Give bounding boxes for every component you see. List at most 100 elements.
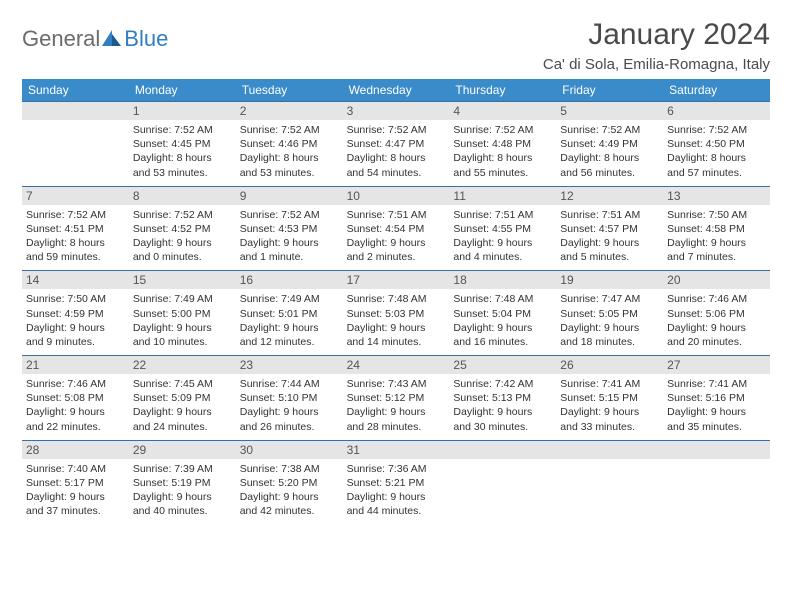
day-cell: 3Sunrise: 7:52 AMSunset: 4:47 PMDaylight… — [343, 101, 450, 186]
empty-day-cell — [22, 101, 129, 186]
empty-day-cell — [663, 440, 770, 525]
day-cell: 23 Sunrise: 7:44 AMSunset: 5:10 PMDayligh… — [236, 355, 343, 440]
title-block: January 2024 Ca' di Sola, Emilia-Romagna… — [543, 18, 770, 73]
day-info: Sunrise: 7:52 AMSunset: 4:53 PMDaylight:… — [240, 208, 339, 265]
day-number: 29 — [129, 441, 236, 459]
day-info: Sunrise: 7:41 AMSunset: 5:16 PMDaylight:… — [667, 377, 766, 434]
day-number: 6 — [663, 102, 770, 120]
day-number: 4 — [449, 102, 556, 120]
day-info: Sunrise: 7:52 AMSunset: 4:47 PMDaylight:… — [347, 123, 446, 180]
day-number: 5 — [556, 102, 663, 120]
day-cell: 29 Sunrise: 7:39 AMSunset: 5:19 PMDayligh… — [129, 440, 236, 525]
day-number: 12 — [556, 187, 663, 205]
day-cell: 16Sunrise: 7:49 AMSunset: 5:01 PMDayligh… — [236, 270, 343, 355]
day-number: 24 — [343, 356, 450, 374]
day-cell: 7Sunrise: 7:52 AMSunset: 4:51 PMDaylight… — [22, 186, 129, 271]
day-info: Sunrise: 7:50 AMSunset: 4:59 PMDaylight:… — [26, 292, 125, 349]
calendar-grid: SundayMondayTuesdayWednesdayThursdayFrid… — [22, 79, 770, 524]
day-header: Wednesday — [343, 79, 450, 101]
day-cell: 28 Sunrise: 7:40 AMSunset: 5:17 PMDayligh… — [22, 440, 129, 525]
day-cell: 26 Sunrise: 7:41 AMSunset: 5:15 PMDayligh… — [556, 355, 663, 440]
day-info: Sunrise: 7:52 AMSunset: 4:50 PMDaylight:… — [667, 123, 766, 180]
day-info: Sunrise: 7:51 AMSunset: 4:54 PMDaylight:… — [347, 208, 446, 265]
day-header: Saturday — [663, 79, 770, 101]
day-cell: 1 Sunrise: 7:52 AMSunset: 4:45 PMDaylight… — [129, 101, 236, 186]
day-cell: 20Sunrise: 7:46 AMSunset: 5:06 PMDayligh… — [663, 270, 770, 355]
day-info: Sunrise: 7:52 AMSunset: 4:48 PMDaylight:… — [453, 123, 552, 180]
day-number: 8 — [129, 187, 236, 205]
day-header: Monday — [129, 79, 236, 101]
day-number: 31 — [343, 441, 450, 459]
day-number: 2 — [236, 102, 343, 120]
day-header: Tuesday — [236, 79, 343, 101]
day-cell: 14 Sunrise: 7:50 AMSunset: 4:59 PMDayligh… — [22, 270, 129, 355]
day-number: 14 — [22, 271, 129, 289]
day-cell: 25 Sunrise: 7:42 AMSunset: 5:13 PMDayligh… — [449, 355, 556, 440]
day-cell: 8Sunrise: 7:52 AMSunset: 4:52 PMDaylight… — [129, 186, 236, 271]
day-number: 16 — [236, 271, 343, 289]
day-number: 11 — [449, 187, 556, 205]
day-cell: 31 Sunrise: 7:36 AMSunset: 5:21 PMDayligh… — [343, 440, 450, 525]
day-header: Friday — [556, 79, 663, 101]
empty-day-cell — [449, 440, 556, 525]
day-cell: 24 Sunrise: 7:43 AMSunset: 5:12 PMDayligh… — [343, 355, 450, 440]
day-number: 18 — [449, 271, 556, 289]
day-cell: 11 Sunrise: 7:51 AMSunset: 4:55 PMDayligh… — [449, 186, 556, 271]
day-info: Sunrise: 7:46 AMSunset: 5:08 PMDaylight:… — [26, 377, 125, 434]
day-number: 1 — [129, 102, 236, 120]
logo-text-blue: Blue — [124, 26, 168, 52]
day-info: Sunrise: 7:36 AMSunset: 5:21 PMDaylight:… — [347, 462, 446, 519]
day-cell: 2 Sunrise: 7:52 AMSunset: 4:46 PMDaylight… — [236, 101, 343, 186]
day-number: 23 — [236, 356, 343, 374]
day-cell: 21 Sunrise: 7:46 AMSunset: 5:08 PMDayligh… — [22, 355, 129, 440]
day-info: Sunrise: 7:48 AMSunset: 5:03 PMDaylight:… — [347, 292, 446, 349]
month-title: January 2024 — [543, 18, 770, 52]
day-cell: 10Sunrise: 7:51 AMSunset: 4:54 PMDayligh… — [343, 186, 450, 271]
day-header: Sunday — [22, 79, 129, 101]
day-number: 15 — [129, 271, 236, 289]
day-info: Sunrise: 7:48 AMSunset: 5:04 PMDaylight:… — [453, 292, 552, 349]
day-cell: 4 Sunrise: 7:52 AMSunset: 4:48 PMDaylight… — [449, 101, 556, 186]
day-cell: 15 Sunrise: 7:49 AMSunset: 5:00 PMDayligh… — [129, 270, 236, 355]
day-cell: 18 Sunrise: 7:48 AMSunset: 5:04 PMDayligh… — [449, 270, 556, 355]
day-cell: 17Sunrise: 7:48 AMSunset: 5:03 PMDayligh… — [343, 270, 450, 355]
day-info: Sunrise: 7:51 AMSunset: 4:55 PMDaylight:… — [453, 208, 552, 265]
day-info: Sunrise: 7:49 AMSunset: 5:00 PMDaylight:… — [133, 292, 232, 349]
day-number: 22 — [129, 356, 236, 374]
day-info: Sunrise: 7:52 AMSunset: 4:46 PMDaylight:… — [240, 123, 339, 180]
day-cell: 30 Sunrise: 7:38 AMSunset: 5:20 PMDayligh… — [236, 440, 343, 525]
day-number: 30 — [236, 441, 343, 459]
day-info: Sunrise: 7:50 AMSunset: 4:58 PMDaylight:… — [667, 208, 766, 265]
logo-triangle-icon — [102, 30, 122, 48]
day-number: 9 — [236, 187, 343, 205]
day-info: Sunrise: 7:43 AMSunset: 5:12 PMDaylight:… — [347, 377, 446, 434]
day-number: 20 — [663, 271, 770, 289]
day-cell: 19 Sunrise: 7:47 AMSunset: 5:05 PMDayligh… — [556, 270, 663, 355]
day-info: Sunrise: 7:41 AMSunset: 5:15 PMDaylight:… — [560, 377, 659, 434]
header: General Blue January 2024 Ca' di Sola, E… — [22, 18, 770, 73]
day-info: Sunrise: 7:45 AMSunset: 5:09 PMDaylight:… — [133, 377, 232, 434]
day-cell: 5 Sunrise: 7:52 AMSunset: 4:49 PMDaylight… — [556, 101, 663, 186]
day-number: 19 — [556, 271, 663, 289]
day-number: 27 — [663, 356, 770, 374]
day-info: Sunrise: 7:40 AMSunset: 5:17 PMDaylight:… — [26, 462, 125, 519]
location: Ca' di Sola, Emilia-Romagna, Italy — [543, 56, 770, 73]
day-info: Sunrise: 7:52 AMSunset: 4:45 PMDaylight:… — [133, 123, 232, 180]
day-cell: 22 Sunrise: 7:45 AMSunset: 5:09 PMDayligh… — [129, 355, 236, 440]
day-cell: 13Sunrise: 7:50 AMSunset: 4:58 PMDayligh… — [663, 186, 770, 271]
day-header: Thursday — [449, 79, 556, 101]
day-number: 28 — [22, 441, 129, 459]
day-info: Sunrise: 7:47 AMSunset: 5:05 PMDaylight:… — [560, 292, 659, 349]
day-info: Sunrise: 7:52 AMSunset: 4:49 PMDaylight:… — [560, 123, 659, 180]
day-number: 26 — [556, 356, 663, 374]
day-info: Sunrise: 7:38 AMSunset: 5:20 PMDaylight:… — [240, 462, 339, 519]
day-info: Sunrise: 7:44 AMSunset: 5:10 PMDaylight:… — [240, 377, 339, 434]
day-cell: 6 Sunrise: 7:52 AMSunset: 4:50 PMDaylight… — [663, 101, 770, 186]
day-info: Sunrise: 7:51 AMSunset: 4:57 PMDaylight:… — [560, 208, 659, 265]
day-info: Sunrise: 7:39 AMSunset: 5:19 PMDaylight:… — [133, 462, 232, 519]
day-info: Sunrise: 7:42 AMSunset: 5:13 PMDaylight:… — [453, 377, 552, 434]
empty-day-cell — [556, 440, 663, 525]
day-number: 25 — [449, 356, 556, 374]
day-cell: 9 Sunrise: 7:52 AMSunset: 4:53 PMDaylight… — [236, 186, 343, 271]
day-number: 21 — [22, 356, 129, 374]
